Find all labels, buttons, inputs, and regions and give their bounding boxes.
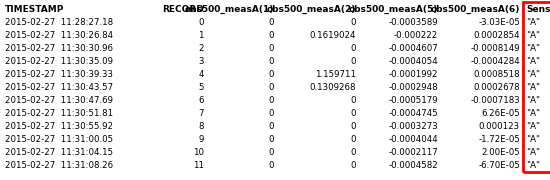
Text: -0.0003273: -0.0003273 [388, 122, 438, 131]
Bar [523, 2, 550, 172]
Text: 2015-02-27  11:28:27.18: 2015-02-27 11:28:27.18 [5, 18, 113, 27]
Text: 0: 0 [350, 109, 356, 118]
Text: 0: 0 [268, 83, 274, 92]
Text: -0.0005179: -0.0005179 [388, 96, 438, 105]
Text: 0: 0 [268, 135, 274, 144]
Text: 2015-02-27  11:31:08.26: 2015-02-27 11:31:08.26 [5, 161, 113, 170]
Text: 0: 0 [268, 57, 274, 66]
Text: 0.0002678: 0.0002678 [474, 83, 520, 92]
Text: "A": "A" [526, 109, 540, 118]
Text: -0.0004607: -0.0004607 [388, 44, 438, 53]
Text: 0.0008518: 0.0008518 [474, 70, 520, 79]
Text: "A": "A" [526, 122, 540, 131]
Text: "A": "A" [526, 96, 540, 105]
Text: 2015-02-27  11:30:35.09: 2015-02-27 11:30:35.09 [5, 57, 113, 66]
Text: 0: 0 [350, 57, 356, 66]
Text: 0.000123: 0.000123 [479, 122, 520, 131]
Text: 0: 0 [350, 96, 356, 105]
Text: -0.0002117: -0.0002117 [388, 148, 438, 157]
Text: 2015-02-27  11:30:47.69: 2015-02-27 11:30:47.69 [5, 96, 113, 105]
Text: 5: 5 [199, 83, 204, 92]
Text: 8: 8 [199, 122, 204, 131]
Text: "A": "A" [526, 44, 540, 53]
Text: 11: 11 [193, 161, 204, 170]
Text: TIMESTAMP: TIMESTAMP [5, 4, 64, 14]
Text: -6.70E-05: -6.70E-05 [478, 161, 520, 170]
Text: -0.0007183: -0.0007183 [470, 96, 520, 105]
Text: 0: 0 [350, 44, 356, 53]
Text: 0: 0 [199, 18, 204, 27]
Text: -0.0004582: -0.0004582 [388, 161, 438, 170]
Text: "A": "A" [526, 31, 540, 40]
Text: 0: 0 [350, 18, 356, 27]
Text: 2015-02-27  11:31:00.05: 2015-02-27 11:31:00.05 [5, 135, 113, 144]
Text: 2.00E-05: 2.00E-05 [481, 148, 520, 157]
Text: 0: 0 [268, 148, 274, 157]
Text: SensorA: SensorA [526, 4, 550, 14]
Text: 0: 0 [268, 18, 274, 27]
Text: obs500_measA(6): obs500_measA(6) [431, 4, 520, 14]
Text: "A": "A" [526, 148, 540, 157]
Text: 6: 6 [199, 96, 204, 105]
Text: 10: 10 [193, 148, 204, 157]
Text: -0.0004745: -0.0004745 [388, 109, 438, 118]
Text: 0: 0 [268, 109, 274, 118]
Text: obs500_measA(5): obs500_measA(5) [349, 4, 438, 14]
Text: 9: 9 [199, 135, 204, 144]
Text: -0.0002948: -0.0002948 [388, 83, 438, 92]
Text: 0: 0 [350, 122, 356, 131]
Text: 0.1619024: 0.1619024 [310, 31, 356, 40]
Text: 2015-02-27  11:30:26.84: 2015-02-27 11:30:26.84 [5, 31, 113, 40]
Text: 1: 1 [199, 31, 204, 40]
Text: "A": "A" [526, 57, 540, 66]
Text: "A": "A" [526, 161, 540, 170]
Text: 0.0002854: 0.0002854 [474, 31, 520, 40]
Text: 0.1309268: 0.1309268 [310, 83, 356, 92]
Text: -0.0004284: -0.0004284 [470, 57, 520, 66]
Text: 2015-02-27  11:30:43.57: 2015-02-27 11:30:43.57 [5, 83, 113, 92]
Text: -0.000222: -0.000222 [394, 31, 438, 40]
Text: 1.159711: 1.159711 [315, 70, 356, 79]
Text: -0.0001992: -0.0001992 [388, 70, 438, 79]
Text: 2015-02-27  11:30:51.81: 2015-02-27 11:30:51.81 [5, 109, 113, 118]
Text: "A": "A" [526, 135, 540, 144]
Text: 2015-02-27  11:30:30.96: 2015-02-27 11:30:30.96 [5, 44, 113, 53]
Text: -1.72E-05: -1.72E-05 [478, 135, 520, 144]
Text: 3: 3 [199, 57, 204, 66]
Text: 2: 2 [199, 44, 204, 53]
Text: obs500_measA(1): obs500_measA(1) [185, 4, 274, 14]
Text: RECORD: RECORD [162, 4, 204, 14]
Text: 0: 0 [350, 135, 356, 144]
Text: 0: 0 [268, 161, 274, 170]
Text: 0: 0 [268, 70, 274, 79]
Text: -0.0003589: -0.0003589 [388, 18, 438, 27]
Text: 0: 0 [268, 96, 274, 105]
Text: 7: 7 [199, 109, 204, 118]
Text: 0: 0 [268, 31, 274, 40]
Text: -0.0008149: -0.0008149 [470, 44, 520, 53]
Text: "A": "A" [526, 18, 540, 27]
Text: 0: 0 [350, 161, 356, 170]
Text: 0: 0 [268, 122, 274, 131]
Text: "A": "A" [526, 70, 540, 79]
Text: 0: 0 [350, 148, 356, 157]
Text: 6.26E-05: 6.26E-05 [481, 109, 520, 118]
Text: 4: 4 [199, 70, 204, 79]
Text: 2015-02-27  11:30:55.92: 2015-02-27 11:30:55.92 [5, 122, 113, 131]
Text: -0.0004054: -0.0004054 [388, 57, 438, 66]
Text: 2015-02-27  11:30:39.33: 2015-02-27 11:30:39.33 [5, 70, 113, 79]
Text: 0: 0 [268, 44, 274, 53]
Text: 2015-02-27  11:31:04.15: 2015-02-27 11:31:04.15 [5, 148, 113, 157]
Text: obs500_measA(2): obs500_measA(2) [267, 4, 356, 14]
Text: -0.0004044: -0.0004044 [388, 135, 438, 144]
Text: "A": "A" [526, 83, 540, 92]
Text: -3.03E-05: -3.03E-05 [478, 18, 520, 27]
